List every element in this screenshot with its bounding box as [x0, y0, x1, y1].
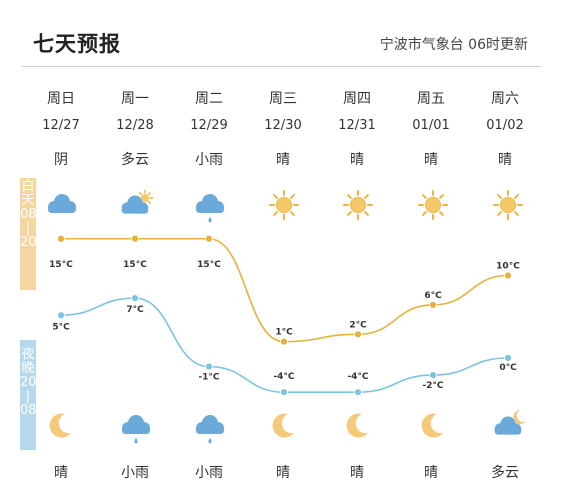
day-of-week: 周四 [343, 91, 371, 107]
cloud-icon [48, 194, 76, 213]
night-temp-point [353, 388, 363, 397]
night-temp-label: -1°C [198, 373, 219, 383]
day-of-week: 周三 [269, 91, 297, 107]
sun-icon [493, 190, 523, 220]
night-temp-label: -4°C [347, 372, 368, 382]
day-weather: 多云 [121, 152, 149, 168]
partly-cloudy-icon [121, 189, 154, 214]
day-temp-label: 2°C [349, 320, 367, 330]
day-temp-label: 15°C [123, 260, 147, 270]
night-temp-point [56, 311, 66, 320]
moon-icon [346, 413, 368, 438]
moon-icon [272, 413, 294, 438]
night-temp-label: 5°C [52, 322, 70, 332]
night-temp-label: -2°C [422, 381, 443, 391]
day-band: 白 天 08 | 20 [20, 178, 37, 290]
day-temp-point [204, 234, 214, 243]
forecast-date: 12/31 [338, 118, 376, 133]
forecast-date: 01/01 [412, 118, 450, 133]
forecast-date: 12/30 [264, 118, 302, 133]
forecast-date: 12/28 [116, 118, 154, 133]
update-source: 宁波市气象台 06时更新 [379, 37, 528, 53]
day-temp-point [503, 271, 513, 280]
day-weather: 晴 [498, 152, 512, 168]
day-of-week: 周日 [47, 91, 75, 107]
day-temp-point [428, 300, 438, 309]
night-temp-point [130, 294, 140, 303]
day-temp-label: 15°C [49, 260, 73, 270]
night-band-label: 夜 晚 20 | 08 [20, 347, 37, 418]
night-temp-point [428, 371, 438, 380]
day-temp-label: 10°C [496, 262, 520, 272]
night-temp-point [279, 388, 289, 397]
day-temp-label: 6°C [424, 291, 442, 301]
day-weather: 阴 [54, 152, 68, 168]
night-temp-label: 7°C [126, 305, 144, 315]
night-weather: 小雨 [121, 465, 149, 481]
day-temp-point [130, 234, 140, 243]
day-weather: 晴 [424, 152, 438, 168]
day-of-week: 周六 [491, 91, 519, 107]
day-temp-point [279, 337, 289, 346]
day-of-week: 周一 [121, 91, 149, 107]
day-temp-point [353, 330, 363, 339]
rain-cloud-icon [196, 194, 224, 223]
rain-cloud-icon [122, 415, 150, 444]
night-weather: 晴 [350, 465, 364, 481]
day-band-label: 白 天 08 | 20 [20, 179, 37, 250]
night-temp-point [204, 362, 214, 371]
night-weather: 晴 [276, 465, 290, 481]
header-divider [22, 66, 541, 67]
page-title: 七天预报 [33, 32, 121, 56]
sun-icon [269, 190, 299, 220]
day-temp-label: 15°C [197, 260, 221, 270]
forecast-date: 01/02 [486, 118, 524, 133]
cloudy-night-icon [494, 410, 526, 435]
day-of-week: 周五 [417, 91, 445, 107]
forecast-date: 12/29 [190, 118, 228, 133]
night-temp-label: -4°C [273, 372, 294, 382]
day-weather: 晴 [350, 152, 364, 168]
night-weather: 多云 [491, 465, 519, 481]
sun-icon [343, 190, 373, 220]
night-weather: 小雨 [195, 465, 223, 481]
forecast-date: 12/27 [42, 118, 80, 133]
night-weather: 晴 [54, 465, 68, 481]
moon-icon [421, 413, 443, 438]
day-weather: 小雨 [195, 152, 223, 168]
moon-icon [49, 413, 71, 438]
day-temp-point [56, 234, 66, 243]
rain-cloud-icon [196, 415, 224, 444]
day-of-week: 周二 [195, 91, 223, 107]
sun-icon [418, 190, 448, 220]
night-temp-point [503, 353, 513, 363]
day-weather: 晴 [276, 152, 290, 168]
day-temp-label: 1°C [275, 328, 293, 338]
night-band: 夜 晚 20 | 08 [20, 340, 37, 450]
night-weather: 晴 [424, 465, 438, 481]
night-temp-label: 0°C [499, 363, 517, 373]
